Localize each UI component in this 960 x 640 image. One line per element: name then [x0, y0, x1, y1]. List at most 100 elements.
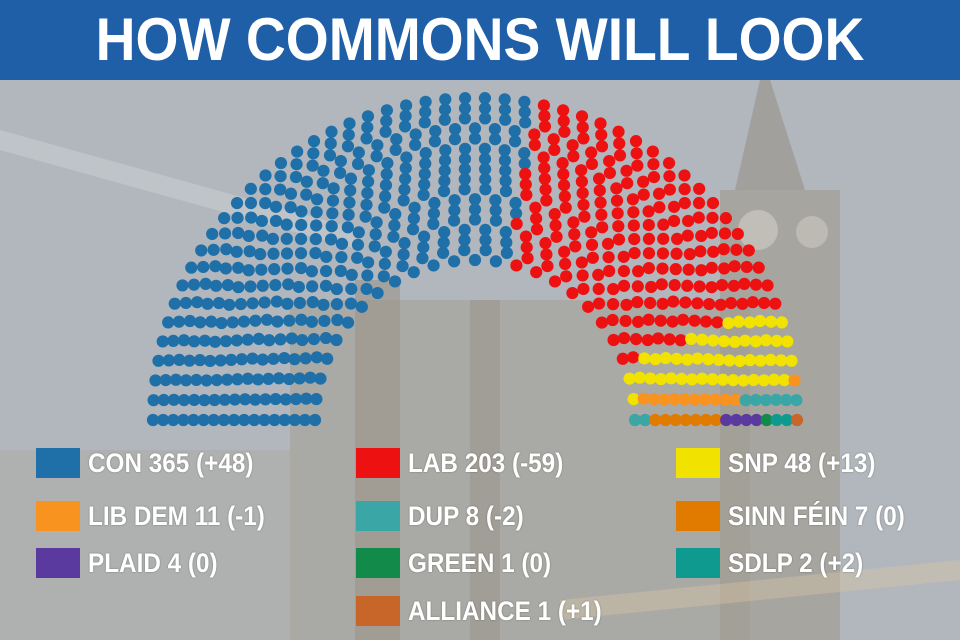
seat-dot	[717, 335, 731, 348]
seat-dot	[654, 372, 668, 386]
seat-dot	[226, 316, 239, 329]
seat-dot	[478, 92, 492, 105]
seat-dot	[612, 220, 625, 233]
seat-dot	[417, 230, 431, 243]
seat-dot	[294, 247, 308, 260]
seat-dot	[488, 122, 501, 136]
seat-dot	[724, 296, 738, 310]
seat-dot	[176, 279, 189, 292]
seat-dot	[613, 149, 627, 162]
seat-dot	[256, 353, 269, 366]
seat-dot	[319, 264, 333, 278]
seat-dot	[380, 168, 393, 181]
seat-dot	[719, 212, 732, 225]
seat-dot	[259, 169, 272, 182]
seat-dot	[754, 354, 767, 367]
seat-dot	[576, 269, 589, 282]
seat-dot	[344, 184, 357, 197]
seat-dot	[218, 212, 231, 225]
seat-dot	[266, 232, 279, 246]
seat-dot	[617, 250, 630, 263]
seat-dot	[379, 179, 393, 192]
seat-dot	[272, 372, 285, 385]
seat-dot	[343, 117, 356, 130]
seat-dot	[295, 205, 308, 218]
seat-dot	[246, 352, 259, 365]
seat-dot	[361, 121, 374, 134]
seat-dot	[295, 218, 308, 232]
seat-dot	[361, 269, 374, 282]
seat-dot	[518, 95, 531, 108]
seat-dot	[330, 298, 344, 311]
seat-dot	[730, 243, 743, 256]
seat-dot	[566, 139, 579, 152]
seat-dot	[631, 159, 644, 172]
seat-dot	[681, 279, 694, 292]
seat-dot	[642, 205, 655, 218]
seat-dot	[567, 150, 580, 163]
seat-dot	[705, 226, 718, 240]
seat-dot	[557, 179, 571, 192]
seat-dot	[731, 227, 744, 241]
seat-dot	[231, 373, 244, 386]
seat-dot	[419, 95, 432, 108]
seat-dot	[458, 92, 472, 105]
seat-dot	[603, 154, 616, 168]
seat-dot	[695, 229, 708, 243]
seat-dot	[775, 316, 788, 329]
seat-dot	[586, 251, 599, 264]
seat-dot	[157, 393, 170, 407]
seat-dot	[656, 262, 669, 275]
seat-dot	[381, 157, 394, 170]
seat-dot	[676, 313, 690, 326]
seat-dot	[406, 223, 420, 236]
seat-dot	[757, 296, 771, 310]
seat-dot	[268, 413, 281, 427]
seat-dot	[628, 413, 642, 427]
seat-dot	[521, 252, 534, 265]
seat-dot	[654, 314, 667, 327]
seat-dot	[359, 210, 372, 223]
seat-dot	[558, 190, 571, 203]
seat-dot	[191, 296, 204, 309]
seat-dot	[274, 170, 287, 183]
seat-dot	[438, 164, 451, 177]
seat-dot	[345, 268, 358, 281]
seat-dot	[362, 175, 375, 188]
seat-dot	[177, 394, 191, 407]
seat-dot	[510, 259, 523, 272]
seat-dot	[489, 204, 502, 217]
seat-dot	[427, 259, 440, 272]
seat-dot	[427, 207, 441, 220]
seat-dot	[341, 221, 354, 234]
seat-dot	[379, 190, 392, 203]
seat-dot	[498, 154, 512, 167]
seat-dot	[530, 223, 544, 236]
seat-dot	[674, 334, 687, 347]
seat-dot	[575, 175, 588, 188]
seat-dot	[352, 226, 365, 239]
seat-dot	[592, 297, 606, 310]
seat-dot	[248, 413, 261, 427]
seat-dot	[706, 196, 720, 210]
seat-dot	[611, 207, 624, 220]
seat-dot	[369, 228, 382, 241]
seat-dot	[647, 392, 661, 406]
seat-dot	[409, 138, 422, 152]
seat-dot	[656, 247, 670, 260]
seat-dot	[637, 175, 650, 188]
seat-dot	[232, 226, 245, 240]
seat-dot	[295, 313, 308, 326]
seat-dot	[739, 394, 752, 407]
seat-dot	[400, 99, 413, 112]
seat-dot	[407, 266, 420, 279]
seat-dot	[278, 413, 291, 427]
seat-dot	[409, 128, 422, 141]
seat-dot	[610, 194, 624, 207]
seat-dot	[681, 353, 694, 366]
seat-dot	[269, 200, 283, 213]
seat-dot	[662, 156, 676, 170]
seat-dot	[739, 334, 752, 347]
seat-dot	[652, 332, 665, 345]
